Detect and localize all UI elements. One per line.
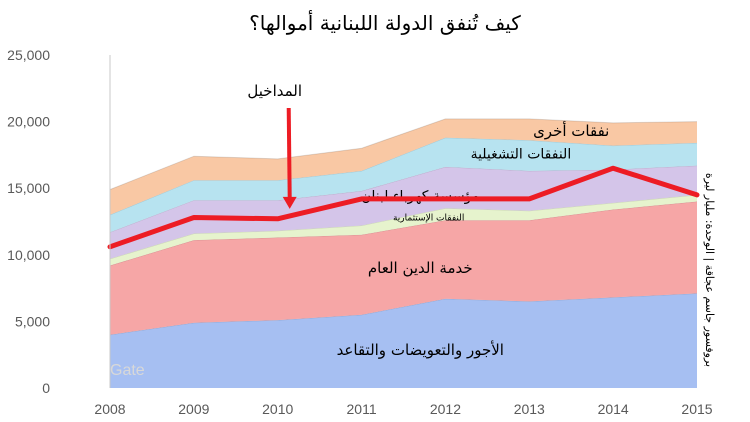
chart-title: كيف تُنفق الدولة اللبنانية أموالها؟ xyxy=(249,10,521,35)
series-label-3: النفقات الإستثمارية xyxy=(393,213,464,223)
x-tick-label: 2011 xyxy=(347,401,377,417)
x-tick-label: 2013 xyxy=(514,401,545,417)
y-tick-label: 20,000 xyxy=(7,114,50,130)
y-tick-label: 15,000 xyxy=(7,180,50,196)
series-label-2: خدمة الدين العام xyxy=(368,259,473,277)
y-axis-label: بروفسور جاسم عجاقة | الوحدة: مليار ليرة xyxy=(703,173,716,367)
series-label-6: نفقات أخرى xyxy=(533,121,609,140)
y-tick-label: 0 xyxy=(42,380,50,396)
x-tick-label: 2010 xyxy=(262,401,293,417)
x-tick-label: 2008 xyxy=(94,401,125,417)
area-layer-2 xyxy=(110,201,697,335)
revenue-line xyxy=(107,165,700,250)
area-layer-6 xyxy=(110,118,697,215)
area-layer-edge-6 xyxy=(109,118,698,190)
x-axis: 2008 2009 2010 2011 2012 2013 2014 2015 xyxy=(94,401,712,417)
y-tick-label: 5,000 xyxy=(15,313,50,329)
annotation-arrow-head xyxy=(282,196,297,209)
plot-area: الأجور والتعويضات والتقاعد خدمة الدين الع… xyxy=(107,82,700,388)
x-tick-label: 2009 xyxy=(178,401,209,417)
area-layer-1 xyxy=(110,293,697,388)
series-label-4: مؤسسة كهرباء لبنان xyxy=(361,188,479,204)
series-label-5: النفقات التشغيلية xyxy=(471,146,572,162)
area-layer-5 xyxy=(110,137,697,233)
annotation-label: المداخيل xyxy=(247,82,302,100)
y-axis: 0 5,000 10,000 15,000 20,000 25,000 xyxy=(7,47,111,396)
series-label-1: الأجور والتعويضات والتقاعد xyxy=(337,340,504,359)
x-tick-label: 2015 xyxy=(681,401,712,417)
area-layer-edge-3 xyxy=(109,194,698,260)
annotation-arrow-shaft xyxy=(286,107,292,199)
x-tick-label: 2014 xyxy=(598,401,629,417)
area-layer-3 xyxy=(110,194,697,266)
x-tick-label: 2012 xyxy=(430,401,461,417)
y-tick-label: 10,000 xyxy=(7,247,50,263)
y-tick-label: 25,000 xyxy=(7,47,50,63)
watermark-text: Gate xyxy=(110,362,145,379)
